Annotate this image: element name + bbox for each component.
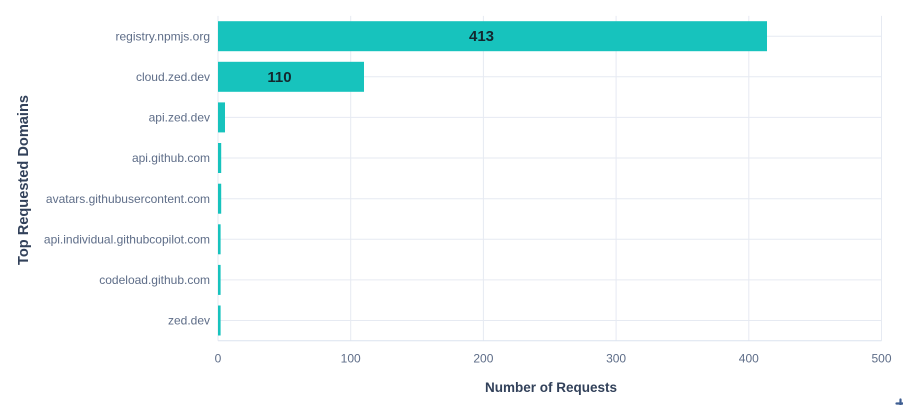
svg-text:200: 200 xyxy=(473,351,493,365)
svg-text:api.zed.dev: api.zed.dev xyxy=(149,111,210,125)
svg-text:300: 300 xyxy=(606,351,626,365)
svg-text:110: 110 xyxy=(267,69,291,86)
svg-text:api.individual.githubcopilot.c: api.individual.githubcopilot.com xyxy=(44,233,210,247)
svg-text:registry.npmjs.org: registry.npmjs.org xyxy=(116,29,210,43)
svg-text:100: 100 xyxy=(341,351,361,365)
svg-text:413: 413 xyxy=(469,28,494,45)
svg-text:0: 0 xyxy=(215,351,222,365)
svg-text:avatars.githubusercontent.com: avatars.githubusercontent.com xyxy=(46,192,210,206)
svg-text:cloud.zed.dev: cloud.zed.dev xyxy=(136,70,210,84)
svg-text:api.github.com: api.github.com xyxy=(132,151,210,165)
svg-text:400: 400 xyxy=(739,351,759,365)
svg-text:zed.dev: zed.dev xyxy=(168,314,210,328)
svg-text:Number of Requests: Number of Requests xyxy=(485,380,617,395)
svg-text:codeload.github.com: codeload.github.com xyxy=(99,273,210,287)
svg-text:Top Requested Domains: Top Requested Domains xyxy=(16,95,32,265)
svg-text:500: 500 xyxy=(871,351,891,365)
